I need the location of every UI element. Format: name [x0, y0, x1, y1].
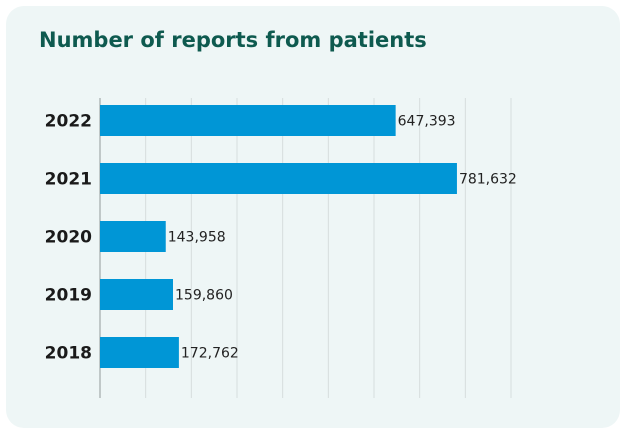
bar-chart: 2022 647,393 2021 781,632 2020 143,958 2019 159…	[45, 98, 517, 398]
category-label-2020: 2020	[45, 228, 92, 248]
bar-2022	[100, 105, 396, 136]
value-label-2022: 647,393	[398, 114, 456, 130]
value-label-2021: 781,632	[459, 172, 517, 188]
bar-2020	[100, 221, 166, 252]
value-label-2019: 159,860	[175, 288, 233, 304]
value-label-2018: 172,762	[181, 346, 239, 362]
chart-title: Number of reports from patients	[39, 28, 427, 52]
value-label-2020: 143,958	[168, 230, 226, 246]
category-label-2022: 2022	[45, 112, 92, 132]
bar-2019	[100, 279, 174, 310]
category-label-2019: 2019	[45, 286, 92, 306]
bar-2018	[100, 337, 179, 368]
chart-card: Number of reports from patients 2022 647,…	[6, 6, 620, 428]
category-label-2021: 2021	[45, 170, 92, 190]
bar-2021	[100, 163, 457, 194]
category-label-2018: 2018	[45, 344, 92, 364]
